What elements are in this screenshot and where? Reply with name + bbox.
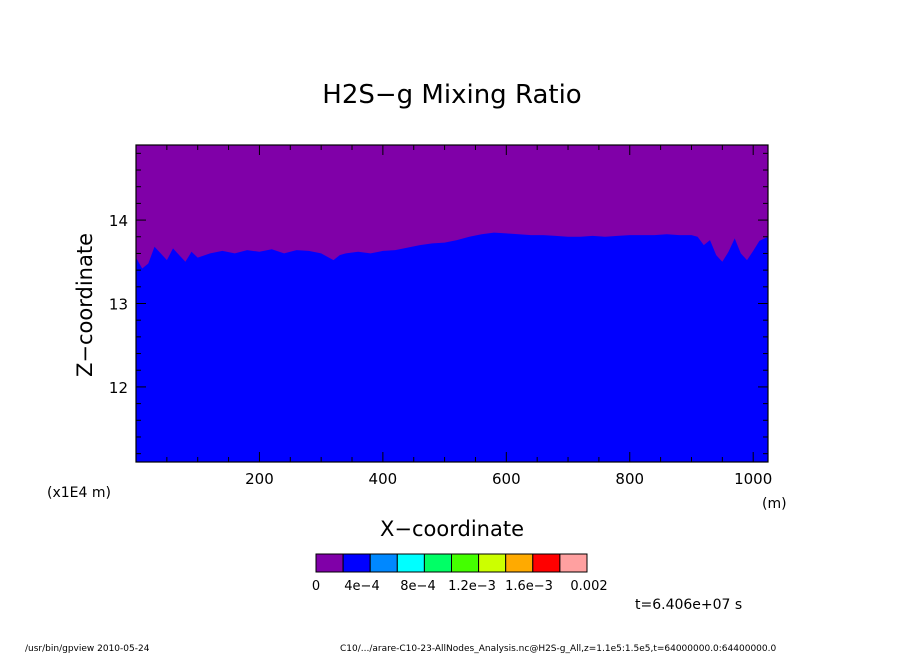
y-axis-ticks: 12 13 14 bbox=[109, 152, 768, 455]
x-axis-title: X−coordinate bbox=[380, 517, 524, 541]
time-label: t=6.406e+07 s bbox=[635, 597, 742, 613]
footer-left: /usr/bin/gpview 2010-05-24 bbox=[25, 644, 150, 654]
y-tick-label: 14 bbox=[109, 212, 128, 230]
x-tick-label: 400 bbox=[369, 470, 398, 488]
plot-area bbox=[135, 144, 769, 463]
x-tick-label: 800 bbox=[615, 470, 644, 488]
colorbar-label: 8e−4 bbox=[400, 579, 435, 594]
colorbar-swatch bbox=[342, 553, 371, 573]
colorbar-swatch bbox=[369, 553, 398, 573]
x-tick-label: 1000 bbox=[734, 470, 772, 488]
colorbar-swatch bbox=[396, 553, 425, 573]
y-tick-label: 13 bbox=[109, 296, 128, 314]
colorbar-swatch bbox=[532, 553, 561, 573]
colorbar-label: 4e−4 bbox=[344, 579, 379, 594]
colorbar-label: 1.6e−3 bbox=[505, 579, 553, 594]
colorbar-label: 0 bbox=[312, 579, 320, 594]
y-axis-title: Z−coordinate bbox=[73, 233, 97, 377]
colorbar-swatch bbox=[451, 553, 480, 573]
colorbar-label: 1.2e−3 bbox=[448, 579, 496, 594]
y-tick-label: 12 bbox=[109, 379, 128, 397]
y-scale-note: (x1E4 m) bbox=[47, 485, 111, 501]
colorbar-swatch bbox=[478, 553, 507, 573]
x-tick-label: 600 bbox=[492, 470, 521, 488]
x-axis-ticks: 200 400 600 800 1000 bbox=[166, 145, 772, 488]
colorbar-swatch bbox=[423, 553, 452, 573]
colorbar-swatch bbox=[559, 553, 588, 573]
x-tick-label: 200 bbox=[245, 470, 274, 488]
region-lower bbox=[136, 232, 768, 462]
colorbar-swatch bbox=[315, 553, 344, 573]
chart-title: H2S−g Mixing Ratio bbox=[322, 80, 581, 110]
colorbar: 0 4e−4 8e−4 1.2e−3 1.6e−3 0.002 bbox=[312, 553, 608, 594]
colorbar-swatch bbox=[505, 553, 534, 573]
x-unit-label: (m) bbox=[762, 496, 787, 512]
footer-right: C10/.../arare-C10-23-AllNodes_Analysis.n… bbox=[340, 644, 776, 654]
colorbar-label: 0.002 bbox=[570, 579, 607, 594]
